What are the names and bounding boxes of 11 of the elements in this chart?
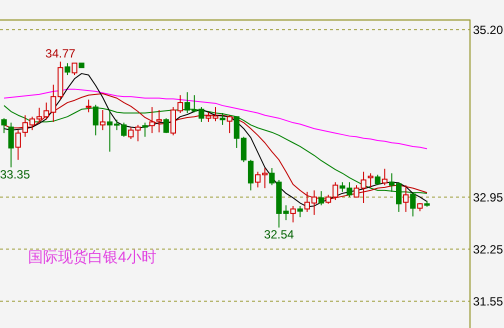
candlestick [360, 171, 366, 204]
candlestick [403, 184, 409, 212]
annotation: 33.35 [0, 167, 30, 182]
candlestick [340, 182, 346, 192]
candlestick [149, 106, 155, 134]
candlestick [50, 84, 56, 122]
annotation: 32.54 [264, 228, 294, 242]
annotation: 国际现货白银4小时 [28, 249, 156, 266]
annotation: 34.77 [45, 46, 76, 61]
candlestick [156, 110, 162, 133]
candlestick [106, 110, 113, 152]
